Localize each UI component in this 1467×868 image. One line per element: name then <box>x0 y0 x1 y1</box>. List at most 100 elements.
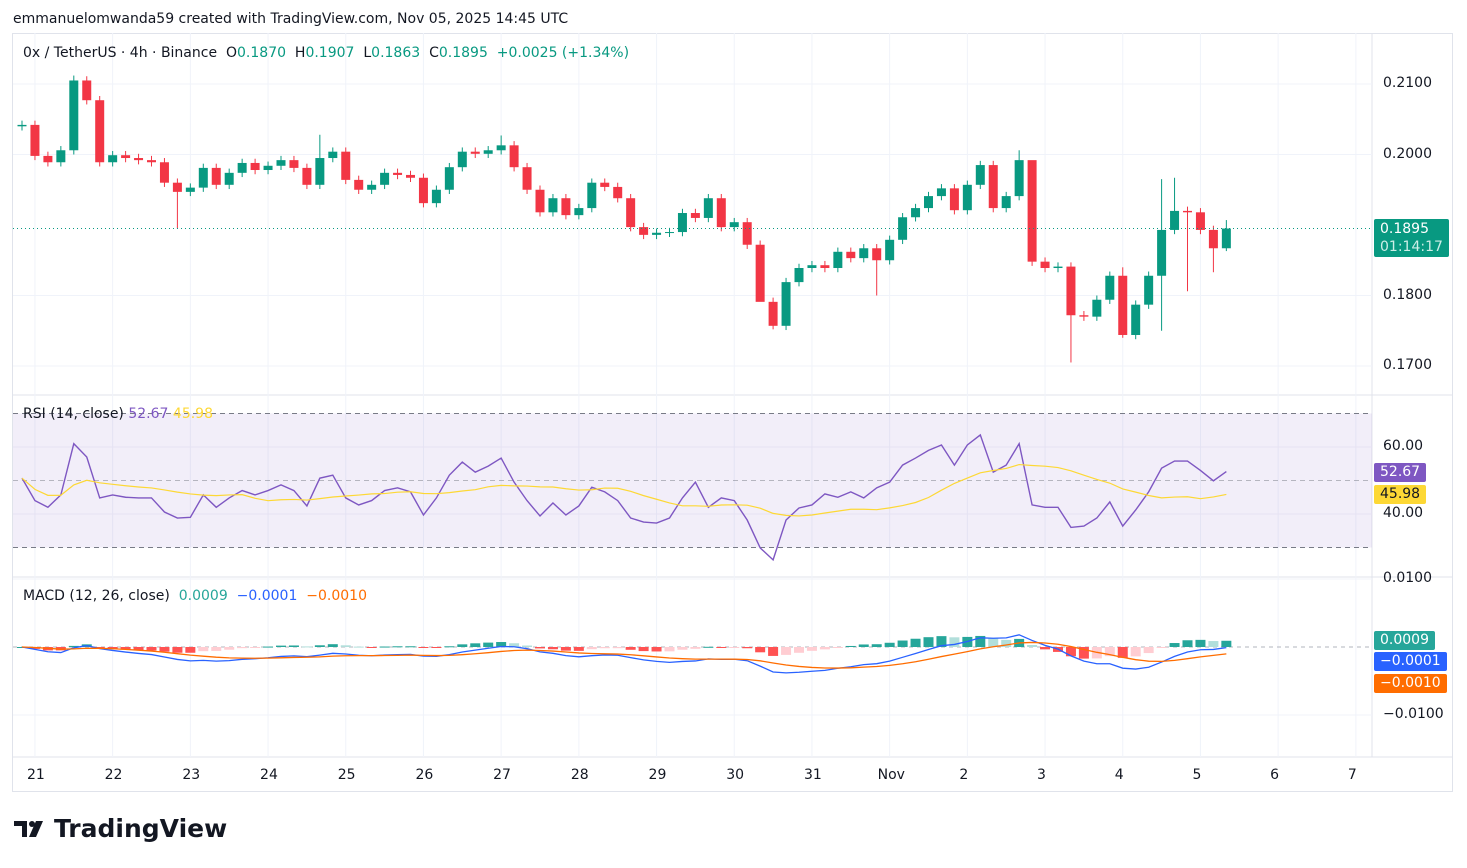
macd-histogram-bar <box>716 647 727 648</box>
candle-body <box>613 186 623 199</box>
candle-body <box>263 165 273 171</box>
time-axis-label: 29 <box>648 767 667 783</box>
candle-body <box>652 232 662 235</box>
macd-histogram-bar <box>858 644 869 647</box>
candle-body <box>1157 229 1167 276</box>
candle-body <box>1131 304 1141 335</box>
candle-body <box>108 155 118 163</box>
macd-histogram-bar <box>884 642 895 647</box>
time-axis-label: 6 <box>1270 767 1280 783</box>
candle-body <box>1014 160 1024 197</box>
macd-histogram-bar <box>988 638 999 647</box>
candle-body <box>729 222 739 228</box>
candle-body <box>1092 299 1102 317</box>
macd-signal-line <box>21 641 1227 669</box>
candle-body <box>755 244 765 302</box>
close-label: C <box>429 45 439 61</box>
candle-body <box>677 213 687 233</box>
macd-histogram-bar <box>172 647 183 653</box>
macd-histogram-bar <box>1195 639 1206 647</box>
rsi-title[interactable]: RSI (14, close) <box>23 406 124 422</box>
macd-histogram-bar <box>819 647 830 650</box>
candle-body <box>406 174 415 178</box>
candle-body <box>315 158 325 185</box>
tradingview-logo-icon <box>14 820 43 837</box>
candle-body <box>367 184 377 190</box>
rsi-line <box>21 433 1227 562</box>
candle-body <box>1183 210 1192 213</box>
macd-histogram-bar <box>781 647 792 655</box>
time-axis-label: 28 <box>570 767 589 783</box>
candle-body <box>1053 266 1063 269</box>
macd-histogram-bar <box>366 647 377 648</box>
rsi-badge: 52.67 <box>1374 463 1427 482</box>
macd-histogram-bar <box>755 647 766 653</box>
candle-body <box>354 179 364 190</box>
macd-histogram-bar <box>975 635 986 647</box>
price-axis-label: 0.2100 <box>1383 75 1432 91</box>
candle-body <box>17 124 27 127</box>
candle-body <box>1208 229 1218 249</box>
low-label: L <box>363 45 372 61</box>
time-axis-label: 2 <box>959 767 969 783</box>
rsi-ma-badge: 45.98 <box>1374 485 1427 504</box>
macd-histogram-bar <box>651 647 662 652</box>
candle-body <box>1027 160 1037 262</box>
macd-histogram-bar <box>470 643 481 647</box>
macd-legend: MACD (12, 26, close) 0.0009 −0.0001 −0.0… <box>23 588 367 604</box>
candle-body <box>1079 315 1089 317</box>
candle-body <box>535 189 545 213</box>
candle-body <box>172 182 182 192</box>
macd-histogram-bar <box>509 643 520 647</box>
last-price: 0.1895 <box>1380 221 1429 237</box>
candle-body <box>95 100 105 163</box>
candle-body <box>846 251 856 259</box>
candle-body <box>872 248 882 261</box>
macd-histogram-bar <box>871 644 882 647</box>
bar-countdown: 01:14:17 <box>1380 239 1443 255</box>
candle-body <box>949 188 959 211</box>
candle-body <box>457 151 467 168</box>
time-axis-label: 4 <box>1114 767 1124 783</box>
macd-histogram-bar <box>224 647 235 650</box>
macd-histogram-bar <box>573 647 584 651</box>
macd-histogram-bar <box>742 647 753 649</box>
macd-axis-label: 0.0100 <box>1383 570 1432 586</box>
macd-histogram-bar <box>664 647 675 652</box>
macd-histogram-bar <box>68 645 79 647</box>
candle-body <box>1118 275 1128 335</box>
price-axis-label: 0.2000 <box>1383 145 1432 162</box>
macd-hist-badge: 0.0009 <box>1374 631 1435 650</box>
candle-body <box>69 80 79 151</box>
macd-histogram-bar <box>211 647 222 651</box>
candle-body <box>1170 210 1180 230</box>
rsi-value: 52.67 <box>128 406 169 422</box>
candle-body <box>561 198 571 216</box>
symbol-title[interactable]: 0x / TetherUS · 4h · Binance <box>23 45 218 61</box>
time-axis-label: 24 <box>260 767 278 783</box>
chart-frame <box>12 33 1453 792</box>
candle-body <box>276 160 286 166</box>
macd-histogram-bar <box>729 647 740 648</box>
macd-hist-value: 0.0009 <box>178 588 228 604</box>
candle-body <box>198 167 208 188</box>
open-value: 0.1870 <box>237 45 287 61</box>
macd-histogram-bar <box>1001 639 1012 647</box>
candle-body <box>43 155 53 163</box>
time-axis-label: 23 <box>182 767 201 783</box>
macd-histogram-bar <box>457 644 468 647</box>
candle-body <box>587 182 597 209</box>
macd-histogram-bar <box>353 646 364 648</box>
candle-body <box>988 165 998 209</box>
macd-histogram-bar <box>444 646 455 648</box>
candle-body <box>768 301 778 326</box>
tradingview-logo[interactable]: TradingView <box>14 814 227 843</box>
candle-body <box>690 213 700 218</box>
rsi-ma-value: 45.98 <box>172 406 213 422</box>
candle-body <box>820 265 830 269</box>
candle-body <box>975 165 985 185</box>
macd-title[interactable]: MACD (12, 26, close) <box>23 588 170 604</box>
macd-line-value: −0.0001 <box>236 588 298 604</box>
macd-histogram-bar <box>1208 641 1219 647</box>
